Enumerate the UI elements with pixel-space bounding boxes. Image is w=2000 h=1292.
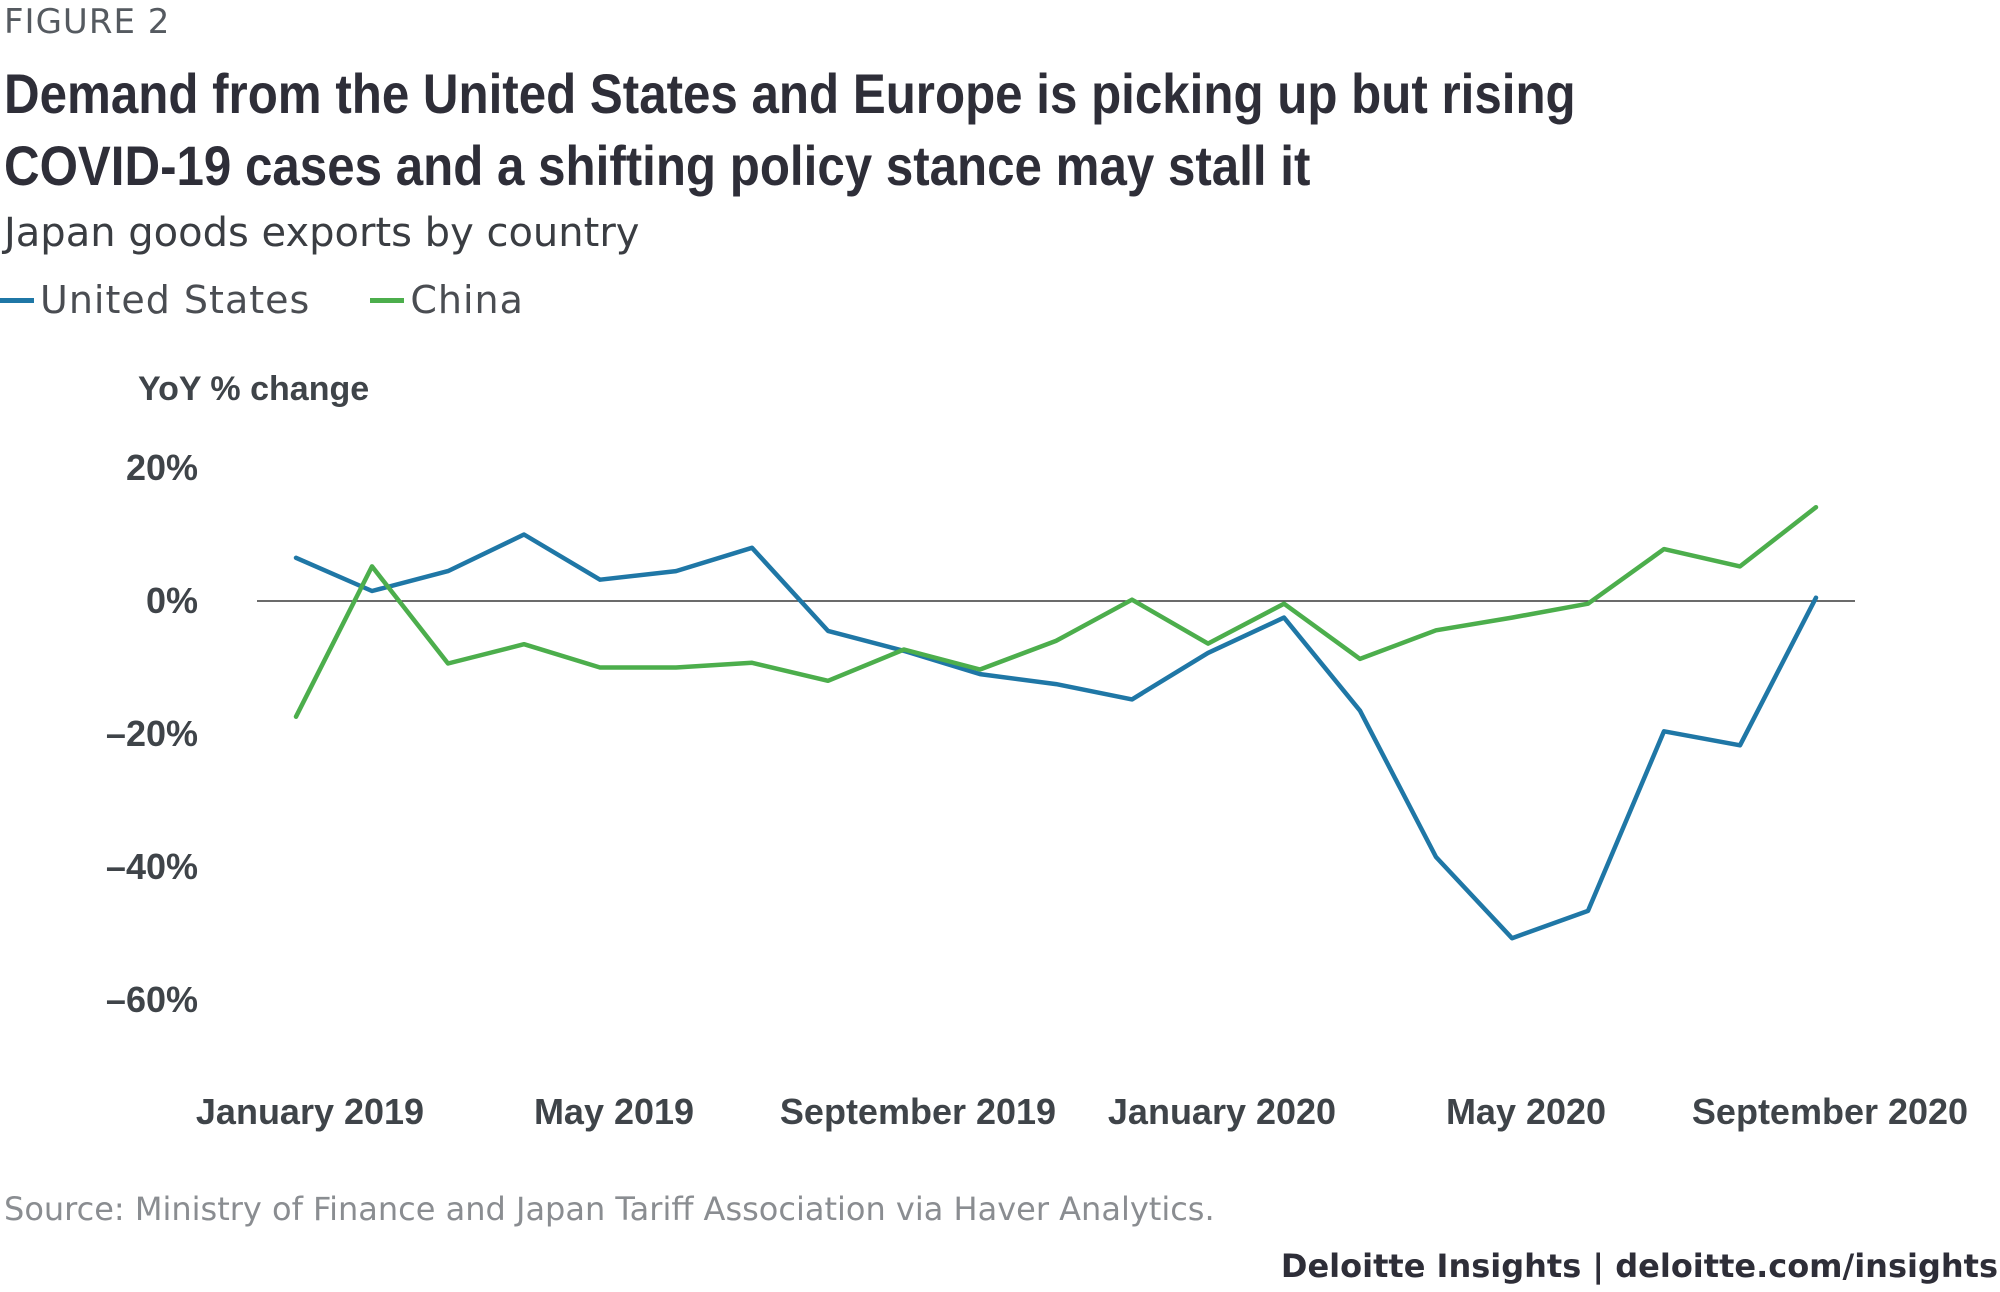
chart-subtitle: Japan goods exports by country [4,210,640,256]
legend-item-china: China [370,278,524,322]
x-axis-ticks: January 2019 May 2019 September 2019 Januar… [196,1091,1968,1132]
legend: United States China [0,278,584,322]
credit-line: Deloitte Insights | deloitte.com/insight… [1280,1247,1998,1285]
series-line-united-states [293,532,1819,941]
x-tick-label: September 2019 [780,1091,1056,1132]
y-tick-label: 0% [146,580,198,621]
y-tick-label: 20% [126,447,198,488]
y-axis-ticks: 20% 0% –20% –40% –60% [106,447,198,1020]
x-tick-label: January 2020 [1108,1091,1336,1132]
x-tick-label: September 2020 [1692,1091,1968,1132]
y-tick-label: –20% [106,713,198,754]
x-tick-label: January 2019 [196,1091,424,1132]
legend-swatch-united-states [0,297,34,303]
y-tick-label: –40% [106,846,198,887]
series-lines [293,504,1819,941]
legend-item-united-states: United States [0,278,310,322]
figure-label: FIGURE 2 [4,2,171,42]
legend-swatch-china [370,297,405,303]
source-note: Source: Ministry of Finance and Japan Ta… [4,1190,1215,1228]
x-tick-label: May 2020 [1446,1091,1606,1132]
legend-label-china: China [410,278,524,322]
legend-label-united-states: United States [40,278,311,322]
chart-title: Demand from the United States and Europe… [4,62,1576,197]
y-axis-title: YoY % change [138,370,369,408]
x-tick-label: May 2019 [534,1091,694,1132]
y-tick-label: –60% [106,979,198,1020]
